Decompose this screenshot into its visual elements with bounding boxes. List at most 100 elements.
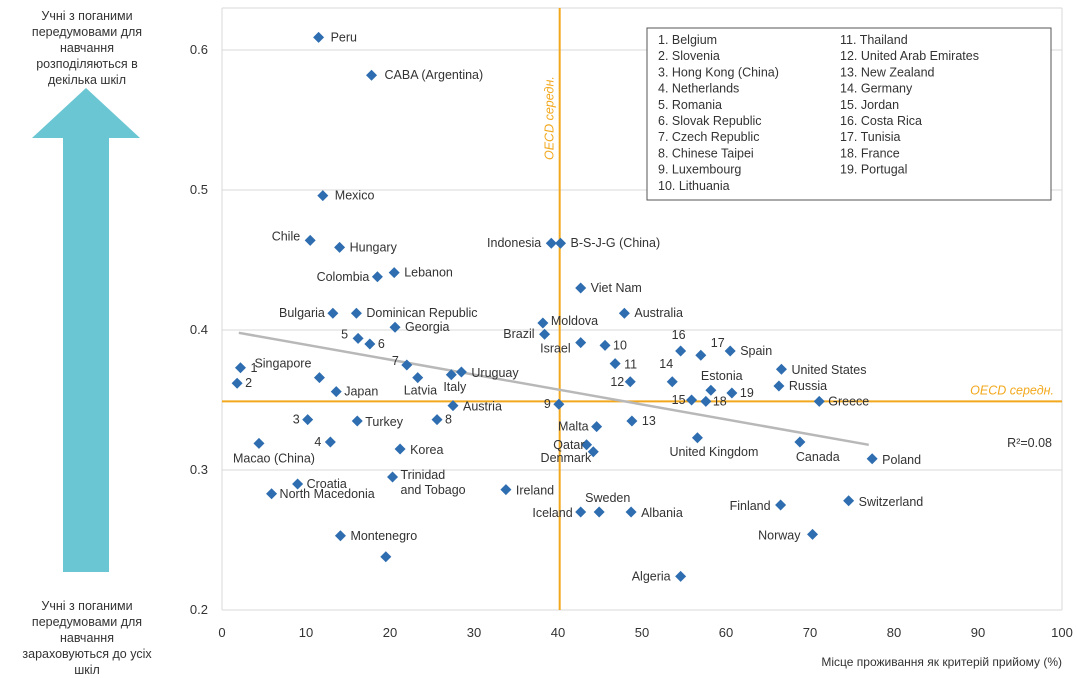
data-point-marker	[304, 234, 316, 246]
point-label: Japan	[344, 385, 378, 399]
point-label: 9	[544, 397, 551, 411]
x-tick-label: 50	[635, 625, 649, 640]
oecd-reference-lines: OECD середн. OECD середн.	[222, 8, 1062, 610]
legend-entry: 10. Lithuania	[658, 179, 730, 193]
legend: 1. Belgium 2. Slovenia 3. Hong Kong (China…	[646, 27, 1052, 201]
point-label: Korea	[410, 443, 443, 457]
point-label: 13	[642, 414, 656, 428]
point-label: Mexico	[335, 189, 375, 203]
x-tick-label: 0	[218, 625, 225, 640]
data-point-marker	[625, 506, 637, 518]
point-label: Montenegro	[350, 529, 417, 543]
data-point-marker	[695, 349, 707, 361]
point-label: 3	[293, 413, 300, 427]
data-point-marker	[234, 362, 246, 374]
data-point-marker	[843, 495, 855, 507]
point-label: 12	[610, 375, 624, 389]
data-point-marker	[447, 400, 459, 412]
y-tick-label: 0.6	[190, 42, 208, 57]
point-label: Peru	[331, 30, 357, 44]
point-label: Iceland	[532, 506, 572, 520]
legend-entry: 1. Belgium	[658, 33, 717, 47]
data-point-marker	[593, 506, 605, 518]
legend-entry: 11. Thailand	[840, 33, 908, 47]
data-point-marker	[587, 446, 599, 458]
data-point-marker	[618, 307, 630, 319]
data-point-marker	[231, 377, 243, 389]
point-label: Switzerland	[859, 495, 924, 509]
legend-box	[646, 27, 1052, 201]
data-point-marker	[691, 432, 703, 444]
data-point-marker	[292, 478, 304, 490]
data-point-marker	[266, 488, 278, 500]
point-label: Croatia	[307, 477, 347, 491]
data-point-marker	[591, 421, 603, 433]
point-label: Denmark	[541, 451, 592, 465]
data-point-marker	[724, 345, 736, 357]
point-label: 19	[740, 386, 754, 400]
point-label: Norway	[758, 528, 801, 542]
point-label: Poland	[882, 453, 921, 467]
point-label: 18	[713, 394, 727, 408]
point-label: Algeria	[632, 569, 671, 583]
data-point-marker	[351, 415, 363, 427]
vertical-arrow-graphic	[32, 88, 140, 572]
legend-entry: 12. United Arab Emirates	[840, 49, 979, 63]
point-label: 16	[672, 328, 686, 342]
legend-entry: 2. Slovenia	[658, 49, 720, 63]
legend-entry: 14. Germany	[840, 82, 913, 96]
point-label: Macao (China)	[233, 451, 315, 465]
legend-entry: 3. Hong Kong (China)	[658, 65, 779, 79]
trend-line: R²=0.08	[238, 331, 1052, 450]
top-side-note: Учні з поганими передумовами для навчанн…	[31, 9, 143, 87]
point-label: Chile	[272, 229, 301, 243]
data-point-marker	[675, 345, 687, 357]
data-point-marker	[330, 386, 342, 398]
legend-entry: 16. Costa Rica	[840, 114, 922, 128]
legend-entry: 9. Luxembourg	[658, 163, 741, 177]
point-label: Indonesia	[487, 236, 541, 250]
data-points	[231, 31, 878, 582]
data-point-marker	[371, 271, 383, 283]
data-point-marker	[700, 395, 712, 407]
point-label: United Kingdom	[669, 445, 758, 459]
point-label: Spain	[740, 344, 772, 358]
legend-entry: 15. Jordan	[840, 98, 899, 112]
data-point-marker	[401, 359, 413, 371]
up-arrow-shape	[32, 88, 140, 572]
point-label-line: Trinidad	[401, 468, 446, 482]
y-tick-label: 0.4	[190, 322, 208, 337]
point-label: Ireland	[516, 484, 554, 498]
data-point-marker	[387, 471, 399, 483]
data-point-marker	[705, 384, 717, 396]
point-label: Israel	[540, 342, 571, 356]
point-label: North Macedonia	[280, 487, 375, 501]
point-label: 8	[445, 413, 452, 427]
point-label: CABA (Argentina)	[385, 68, 484, 82]
y-tick-label: 0.5	[190, 182, 208, 197]
point-label: Trinidad and Tobago	[401, 468, 466, 497]
axes: 0.2 0.3 0.4 0.5 0.6 0 10 20 30 40 50 60 70 80 90 100 Міс…	[190, 42, 1073, 669]
data-point-marker	[324, 436, 336, 448]
data-point-marker	[575, 337, 587, 349]
point-label: Finland	[730, 499, 771, 513]
data-point-marker	[352, 332, 364, 344]
oecd-horizontal-label: OECD середн.	[970, 383, 1054, 397]
point-label: Georgia	[405, 320, 450, 334]
legend-entry: 19. Portugal	[840, 163, 907, 177]
data-point-marker	[686, 394, 698, 406]
point-label: Qatar	[553, 438, 584, 452]
legend-entry: 7. Czech Republic	[658, 130, 759, 144]
data-point-marker	[455, 366, 467, 378]
data-point-marker	[813, 395, 825, 407]
data-point-marker	[545, 237, 557, 249]
r-squared-label: R²=0.08	[1007, 436, 1052, 450]
data-point-marker	[866, 453, 878, 465]
data-point-marker	[380, 551, 392, 563]
data-point-marker	[575, 506, 587, 518]
x-tick-label: 70	[803, 625, 817, 640]
data-point-marker	[431, 414, 443, 426]
data-point-marker	[334, 530, 346, 542]
legend-entry: 6. Slovak Republic	[658, 114, 762, 128]
data-point-marker	[412, 372, 424, 384]
